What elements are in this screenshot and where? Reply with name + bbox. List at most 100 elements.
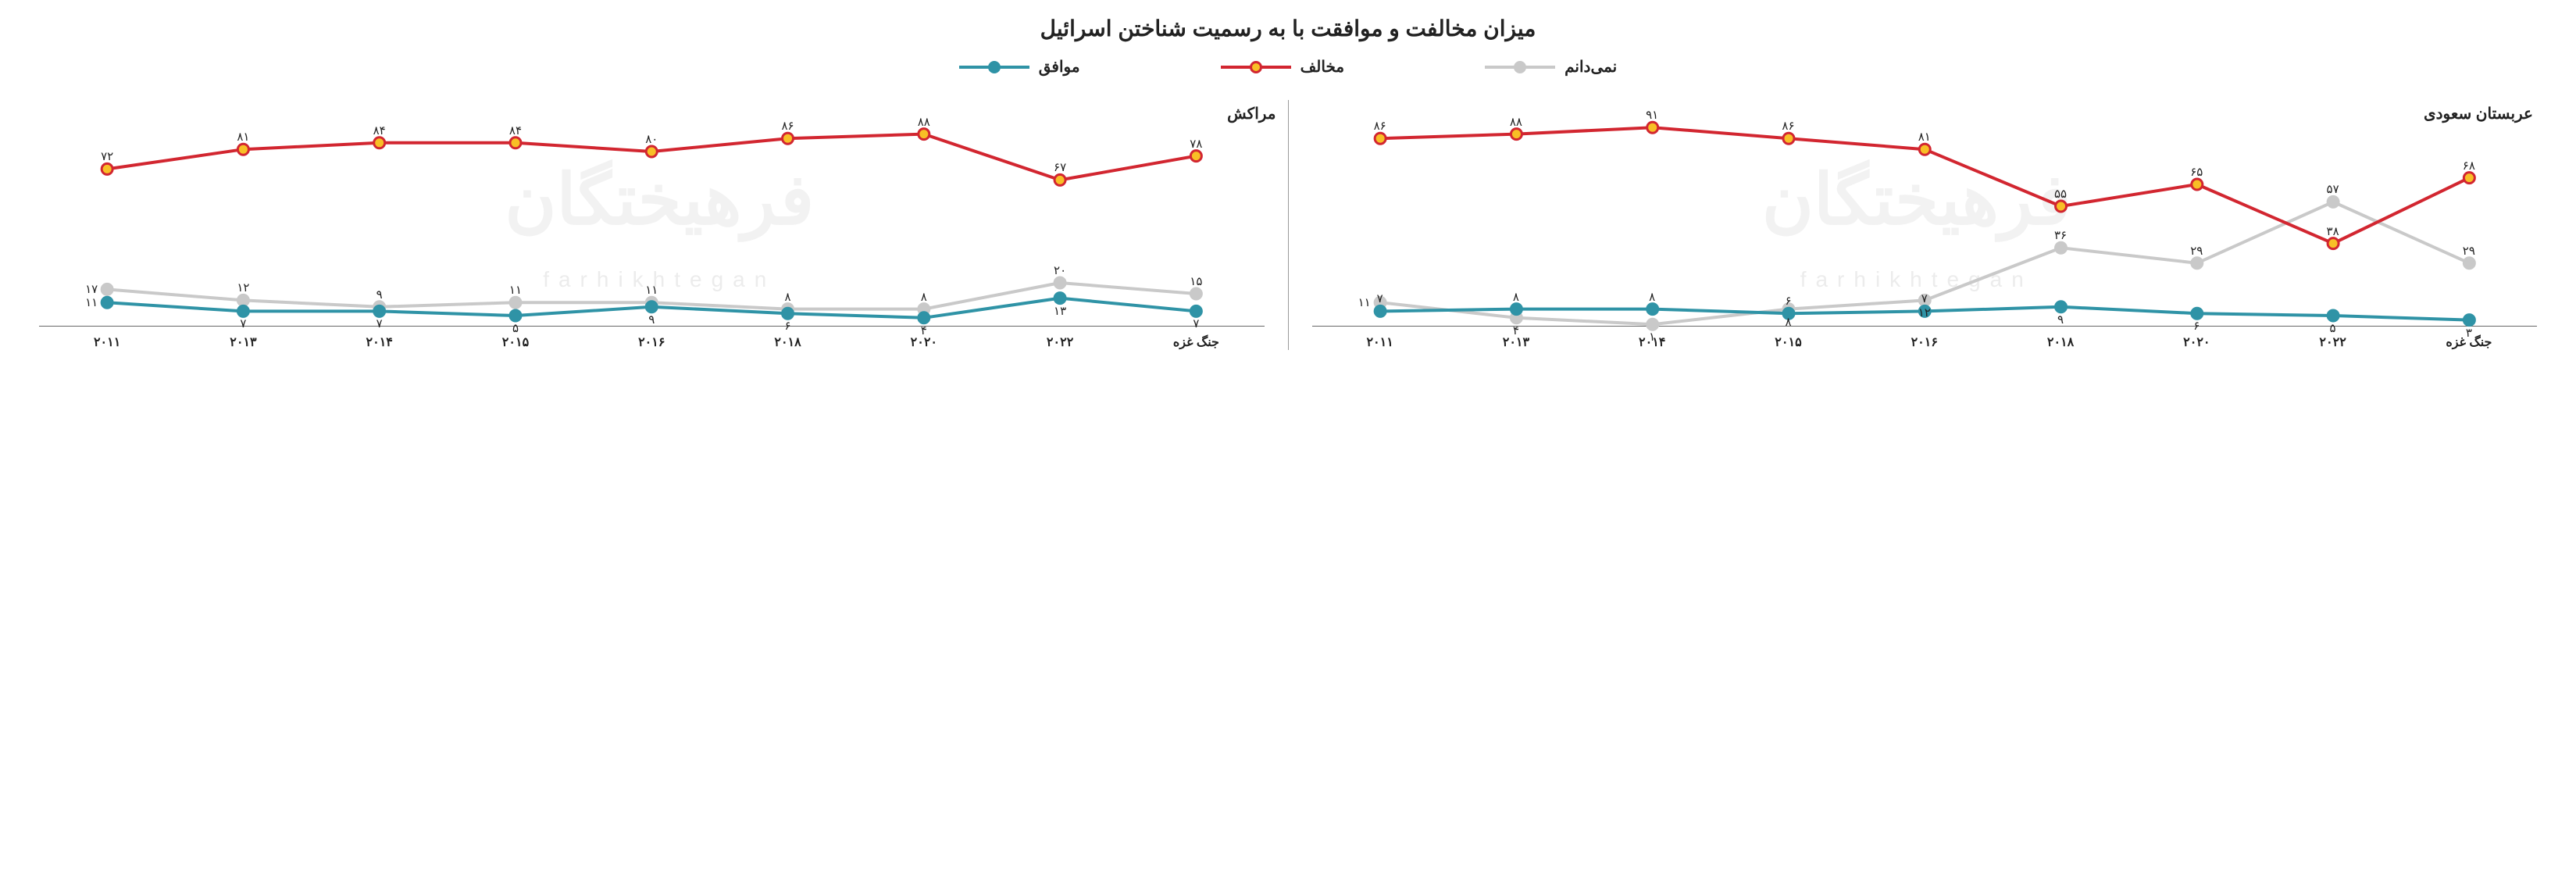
data-label-agree: ۷ (1193, 316, 1199, 330)
x-tick-label: ۲۰۲۰ (2128, 334, 2264, 350)
legend-item-oppose: مخالف (1221, 57, 1345, 77)
series-marker-agree (1647, 304, 1657, 315)
chart-panel-morocco: فرهیختگان farhikhtegan مراکش ۲۰۱۱۲۰۱۳۲۰۱… (31, 100, 1288, 350)
series-marker-oppose (510, 137, 521, 148)
series-marker-oppose (2464, 173, 2474, 184)
series-marker-oppose (1054, 174, 1065, 185)
series-marker-oppose (237, 144, 248, 155)
data-label-dontknow: ۲۹ (2190, 244, 2203, 258)
x-tick-label: ۲۰۱۴ (312, 334, 448, 350)
legend-item-dontknow: نمی‌دانم (1485, 57, 1617, 77)
series-marker-dontknow (510, 297, 521, 308)
x-tick-label: ۲۰۲۲ (992, 334, 1128, 350)
data-label-dontknow: ۲۹ (2463, 244, 2475, 258)
data-label-dontknow: ۵۷ (2327, 182, 2339, 196)
data-label-agree: ۸ (1649, 290, 1655, 304)
series-marker-agree (102, 297, 112, 308)
series-marker-oppose (2191, 179, 2202, 190)
data-label-agree: ۶ (1785, 294, 1791, 308)
data-label-dontknow: ۱۲ (1918, 305, 1931, 320)
series-marker-dontknow (102, 284, 112, 295)
series-marker-dontknow (1647, 319, 1657, 330)
series-marker-oppose (919, 129, 929, 140)
data-label-agree: ۹ (648, 312, 655, 327)
legend: موافق مخالف نمی‌دانم (31, 57, 2545, 77)
legend-label: نمی‌دانم (1565, 57, 1617, 77)
legend-item-agree: موافق (959, 57, 1080, 77)
x-tick-label: ۲۰۱۵ (448, 334, 583, 350)
data-label-agree: ۷ (1921, 291, 1928, 305)
x-tick-label: ۲۰۲۲ (2264, 334, 2400, 350)
series-marker-dontknow (2464, 258, 2474, 269)
data-label-oppose: ۸۴ (509, 123, 522, 137)
legend-marker-oppose (1221, 59, 1291, 75)
series-marker-oppose (783, 133, 794, 144)
x-tick-label: ۲۰۱۶ (1857, 334, 1993, 350)
data-label-dontknow: ۴ (1513, 323, 1519, 337)
data-label-dontknow: ۱۱ (1358, 295, 1371, 309)
data-label-agree: ۱۱ (85, 295, 98, 309)
data-label-oppose: ۹۱ (1646, 108, 1658, 122)
legend-label: مخالف (1300, 57, 1345, 77)
chart-panel-saudi: فرهیختگان farhikhtegan عربستان سعودی ۲۰۱… (1288, 100, 2546, 350)
series-marker-agree (2464, 315, 2474, 326)
data-label-dontknow: ۸ (784, 290, 790, 304)
data-label-dontknow: ۱۱ (645, 283, 658, 297)
x-tick-label: ۲۰۱۶ (583, 334, 719, 350)
data-label-dontknow: ۱۷ (85, 282, 98, 296)
series-marker-dontknow (2191, 258, 2202, 269)
data-label-dontknow: ۹ (376, 287, 383, 302)
x-tick-label: جنگ غزه (1128, 334, 1264, 350)
data-label-agree: ۱۳ (1054, 304, 1066, 318)
data-label-oppose: ۸۰ (645, 132, 658, 146)
chart-title: میزان مخالفت و موافقت با به رسمیت شناختن… (31, 16, 2545, 41)
data-label-oppose: ۸۸ (918, 115, 930, 129)
series-marker-oppose (1511, 129, 1522, 140)
series-marker-agree (1190, 305, 1201, 316)
data-label-dontknow: ۱ (1649, 330, 1655, 344)
x-tick-label: ۲۰۱۸ (719, 334, 855, 350)
data-label-agree: ۶ (2193, 319, 2200, 333)
x-axis: ۲۰۱۱۲۰۱۳۲۰۱۴۲۰۱۵۲۰۱۶۲۰۱۸۲۰۲۰۲۰۲۲جنگ غزه (1312, 334, 2538, 350)
series-marker-oppose (1375, 133, 1386, 144)
data-label-oppose: ۸۴ (373, 123, 386, 137)
data-label-oppose: ۸۱ (1918, 130, 1931, 144)
panel-title: مراکش (1227, 104, 1276, 123)
x-axis: ۲۰۱۱۲۰۱۳۲۰۱۴۲۰۱۵۲۰۱۶۲۰۱۸۲۰۲۰۲۰۲۲جنگ غزه (39, 334, 1265, 350)
data-label-dontknow: ۲۰ (1054, 263, 1066, 277)
data-label-agree: ۷ (240, 316, 246, 330)
data-label-agree: ۵ (2330, 321, 2336, 335)
data-label-oppose: ۸۸ (1510, 115, 1522, 129)
data-label-agree: ۳ (2466, 326, 2472, 340)
series-marker-agree (237, 305, 248, 316)
data-label-agree: ۷ (1377, 291, 1383, 305)
series-marker-dontknow (237, 295, 248, 305)
x-tick-label: ۲۰۱۱ (1312, 334, 1448, 350)
data-label-oppose: ۳۸ (2327, 224, 2339, 238)
data-label-dontknow: ۸ (921, 290, 927, 304)
series-marker-oppose (102, 163, 112, 174)
data-label-agree: ۵ (512, 321, 519, 335)
x-tick-label: ۲۰۱۸ (1993, 334, 2128, 350)
data-label-dontknow: ۱۵ (1190, 274, 1202, 288)
series-marker-agree (2191, 308, 2202, 319)
series-marker-agree (374, 305, 385, 316)
series-marker-oppose (374, 137, 385, 148)
legend-marker-dontknow (1485, 59, 1555, 75)
data-label-oppose: ۶۵ (2190, 165, 2203, 179)
series-marker-dontknow (1054, 277, 1065, 288)
series-marker-oppose (1919, 144, 1930, 155)
series-marker-agree (510, 310, 521, 321)
series-marker-agree (2328, 310, 2339, 321)
panel-title: عربستان سعودی (2424, 104, 2533, 123)
data-label-oppose: ۸۶ (781, 119, 794, 133)
data-label-oppose: ۸۶ (1782, 119, 1794, 133)
series-marker-oppose (1647, 122, 1657, 133)
data-label-dontknow: ۸ (1785, 315, 1791, 329)
series-marker-oppose (1190, 151, 1201, 162)
legend-marker-agree (959, 59, 1029, 75)
series-marker-dontknow (1190, 288, 1201, 299)
data-label-agree: ۴ (921, 323, 927, 337)
charts-row: فرهیختگان farhikhtegan عربستان سعودی ۲۰۱… (31, 100, 2545, 350)
data-label-oppose: ۸۶ (1374, 119, 1386, 133)
